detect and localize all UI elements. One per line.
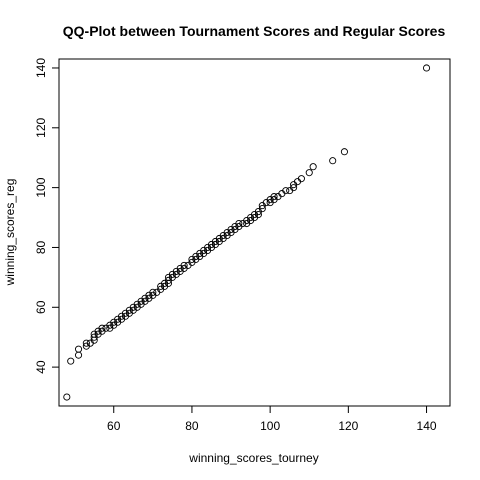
x-axis: 60 80 100 120 140 (107, 405, 437, 433)
x-tick-label: 60 (107, 419, 121, 433)
data-point (340, 148, 348, 156)
data-point (329, 157, 337, 165)
data-point (305, 169, 313, 177)
chart-title: QQ-Plot between Tournament Scores and Re… (63, 23, 446, 39)
data-point (254, 211, 262, 219)
data-point (149, 288, 157, 296)
y-tick-label: 80 (34, 240, 48, 254)
y-tick-label: 140 (34, 58, 48, 78)
data-point (67, 357, 75, 365)
data-point (270, 193, 278, 201)
data-point (309, 163, 317, 171)
data-points (63, 64, 431, 401)
data-point (180, 261, 188, 269)
x-tick-label: 120 (338, 419, 358, 433)
data-point (297, 175, 305, 183)
data-point (63, 393, 71, 401)
x-tick-label: 80 (185, 419, 199, 433)
data-point (290, 184, 298, 192)
y-tick-label: 60 (34, 300, 48, 314)
data-point (82, 339, 90, 347)
data-point (258, 205, 266, 213)
data-point (235, 219, 243, 228)
y-axis-label: winning_scores_reg (3, 179, 17, 287)
data-point (282, 187, 290, 195)
y-tick-label: 100 (34, 177, 48, 197)
data-point (98, 324, 106, 332)
x-axis-label: winning_scores_tourney (188, 451, 318, 465)
plot-frame (58, 58, 451, 407)
y-tick-label: 120 (34, 117, 48, 137)
data-point (75, 351, 83, 359)
data-point (422, 64, 431, 72)
y-axis: 40 60 80 100 120 140 (34, 58, 60, 374)
y-tick-label: 40 (34, 360, 48, 374)
x-tick-label: 100 (260, 419, 280, 433)
x-tick-label: 140 (417, 419, 437, 433)
data-point (75, 345, 83, 353)
